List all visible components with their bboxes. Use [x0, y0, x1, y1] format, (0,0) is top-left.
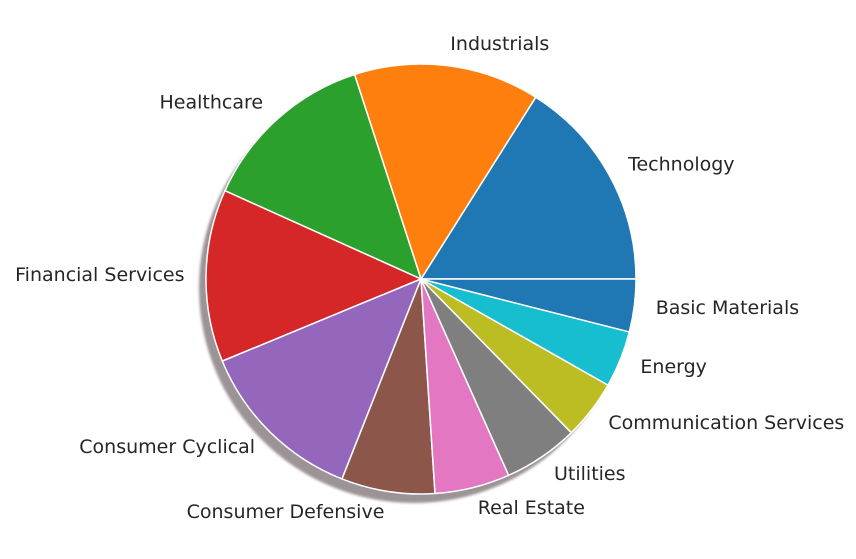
slice-financial-services — [205, 189, 422, 362]
pie-slices — [205, 63, 637, 495]
slice-healthcare — [224, 73, 422, 280]
label-basic-materials: Basic Materials — [656, 297, 799, 319]
label-industrials: Industrials — [450, 33, 549, 55]
slice-consumer-cyclical — [221, 278, 422, 480]
label-consumer-cyclical: Consumer Cyclical — [79, 436, 255, 458]
label-energy: Energy — [640, 356, 707, 378]
slice-industrials — [353, 63, 537, 280]
label-utilities: Utilities — [554, 463, 626, 485]
label-financial-services: Financial Services — [15, 264, 184, 286]
slice-technology — [420, 96, 637, 280]
label-technology: Technology — [627, 153, 734, 175]
label-consumer-defensive: Consumer Defensive — [187, 501, 385, 523]
slice-basic-materials — [420, 278, 637, 333]
label-communication-services: Communication Services — [608, 412, 844, 434]
label-real-estate: Real Estate — [478, 497, 585, 519]
pie-labels: Technology Industrials Healthcare Financial… — [15, 33, 844, 523]
label-healthcare: Healthcare — [160, 91, 264, 113]
